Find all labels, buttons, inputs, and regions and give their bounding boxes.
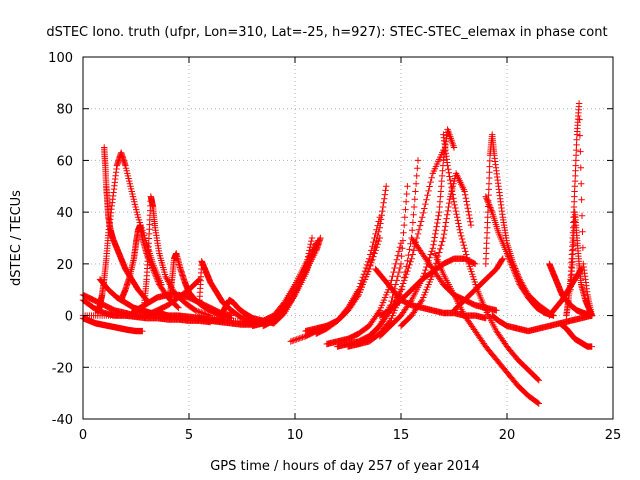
y-tick-label: 0: [65, 310, 73, 325]
series-31-markers: [372, 265, 489, 322]
series-36: [489, 312, 595, 335]
y-tick-label: 80: [56, 103, 73, 118]
plot-frame: [82, 56, 614, 420]
series-41: [563, 100, 595, 319]
series-35: [482, 193, 557, 319]
x-tick-label: 5: [185, 428, 193, 443]
series-12-markers: [143, 276, 203, 319]
y-tick-label: 100: [48, 51, 73, 66]
y-tick-label: -40: [52, 413, 73, 428]
series-37: [450, 255, 506, 314]
series-23-markers: [323, 240, 405, 348]
chart-title: dSTEC Iono. truth (ufpr, Lon=310, Lat=-2…: [46, 25, 607, 40]
y-tick-label: 40: [56, 206, 73, 221]
series-33: [408, 234, 500, 314]
series-34: [482, 131, 553, 317]
x-axis-label: GPS time / hours of day 257 of year 2014: [210, 459, 480, 474]
series-42-markers: [546, 265, 585, 319]
series-22: [313, 214, 383, 337]
series-33-markers: [408, 234, 500, 314]
series-31: [372, 265, 489, 322]
data-points: [79, 100, 595, 407]
x-tick-label: 20: [499, 428, 516, 443]
series-19-markers: [270, 234, 316, 327]
series-34-markers: [482, 131, 553, 317]
axis-ticks: 0 5 10 15 20 25 -40 -20 0 20 40 60 80 100: [48, 51, 621, 443]
series-41-markers: [563, 100, 595, 319]
series-35-markers: [482, 193, 557, 319]
x-tick-label: 0: [79, 428, 87, 443]
series-12: [143, 276, 203, 319]
x-tick-label: 10: [287, 428, 304, 443]
grid-lines: [83, 57, 613, 419]
series-39-markers: [556, 320, 595, 350]
series-19: [270, 234, 316, 327]
series-39: [556, 320, 595, 350]
y-tick-label: 60: [56, 154, 73, 169]
x-tick-label: 25: [605, 428, 622, 443]
series-42: [546, 265, 585, 319]
y-tick-label: -20: [52, 361, 73, 376]
series-22-markers: [313, 214, 383, 337]
series-36-markers: [489, 312, 595, 335]
series-23: [323, 240, 405, 348]
series-37-markers: [450, 255, 506, 314]
x-tick-label: 15: [393, 428, 410, 443]
y-axis-label: dSTEC / TECUs: [9, 190, 24, 286]
y-tick-label: 20: [56, 258, 73, 273]
